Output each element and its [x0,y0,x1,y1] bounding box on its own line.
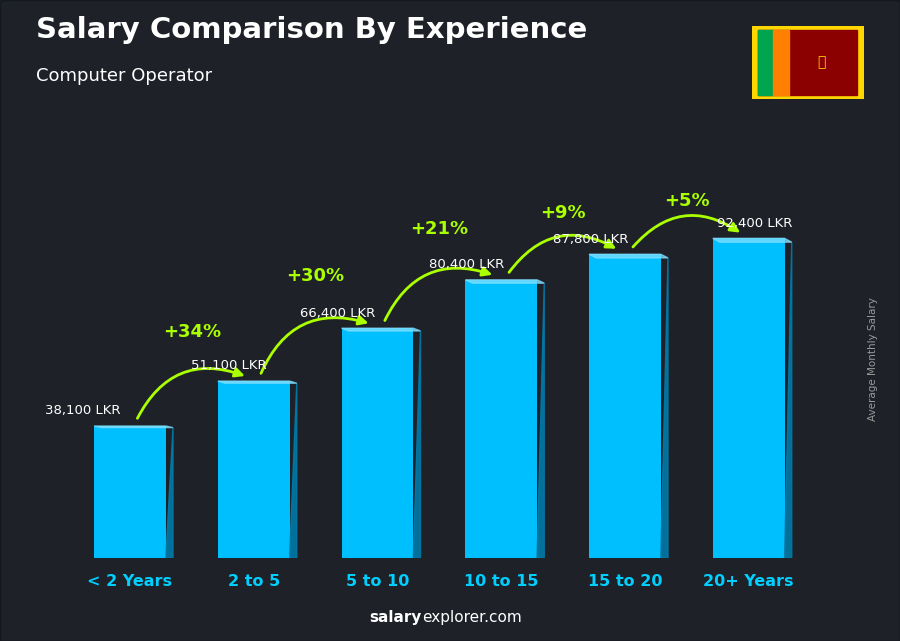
Polygon shape [290,383,297,558]
Polygon shape [785,242,792,558]
Text: 87,800 LKR: 87,800 LKR [553,233,628,246]
Polygon shape [713,238,792,242]
Text: +34%: +34% [163,323,220,341]
Polygon shape [341,328,420,331]
FancyArrowPatch shape [633,215,738,247]
Polygon shape [589,254,668,258]
Text: 🦁: 🦁 [817,56,825,69]
Polygon shape [166,428,173,558]
Text: +5%: +5% [664,192,709,210]
Text: 92,400 LKR: 92,400 LKR [717,217,793,229]
FancyArrowPatch shape [138,369,242,419]
Polygon shape [661,258,668,558]
Bar [713,238,785,558]
Text: 51,100 LKR: 51,100 LKR [191,360,266,372]
FancyArrowPatch shape [385,268,490,320]
Text: +30%: +30% [286,267,345,285]
Text: Salary Comparison By Experience: Salary Comparison By Experience [36,16,587,44]
Text: 80,400 LKR: 80,400 LKR [429,258,504,271]
Polygon shape [413,331,420,558]
Text: 66,400 LKR: 66,400 LKR [301,306,375,320]
Bar [758,30,773,95]
Text: salary: salary [369,610,421,625]
FancyArrowPatch shape [509,235,614,272]
Bar [465,280,537,558]
Polygon shape [537,283,544,558]
Bar [94,426,166,558]
FancyArrowPatch shape [261,317,365,373]
Text: +9%: +9% [540,204,586,222]
Text: 38,100 LKR: 38,100 LKR [45,404,121,417]
Bar [341,328,413,558]
Text: +21%: +21% [410,221,468,238]
Polygon shape [465,280,544,283]
Bar [758,30,857,95]
Bar [218,381,290,558]
Text: explorer.com: explorer.com [422,610,522,625]
Text: Average Monthly Salary: Average Monthly Salary [868,297,878,421]
Bar [773,30,788,95]
Polygon shape [94,426,173,428]
Bar [589,254,661,558]
Polygon shape [218,381,297,383]
Text: Computer Operator: Computer Operator [36,67,212,85]
